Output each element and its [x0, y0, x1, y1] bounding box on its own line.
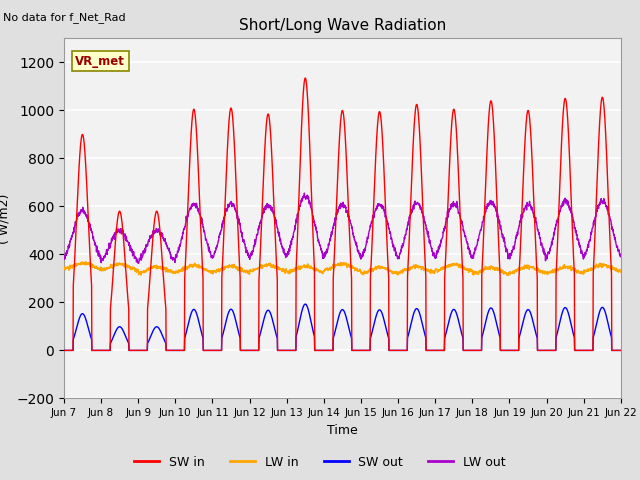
Title: Short/Long Wave Radiation: Short/Long Wave Radiation: [239, 18, 446, 33]
X-axis label: Time: Time: [327, 424, 358, 437]
Legend: SW in, LW in, SW out, LW out: SW in, LW in, SW out, LW out: [129, 451, 511, 474]
Text: VR_met: VR_met: [75, 55, 125, 68]
Y-axis label: ( W/m2): ( W/m2): [0, 193, 11, 243]
Text: No data for f_Net_Rad: No data for f_Net_Rad: [3, 12, 126, 23]
